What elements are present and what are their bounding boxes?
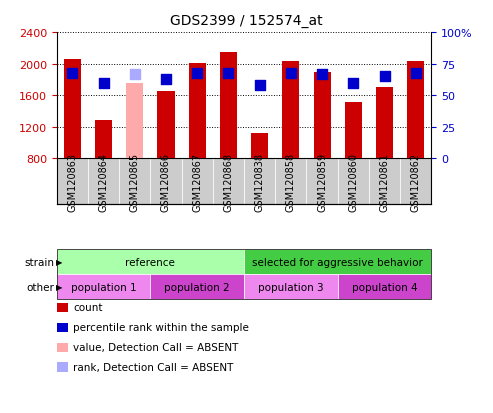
Bar [251, 134, 268, 159]
Text: GSM120866: GSM120866 [161, 152, 171, 211]
Text: GDS2399 / 152574_at: GDS2399 / 152574_at [170, 14, 323, 28]
Point [350, 80, 357, 87]
Bar [181, 159, 213, 204]
Bar [157, 92, 175, 159]
Text: ▶: ▶ [56, 258, 63, 267]
Bar [88, 159, 119, 204]
Bar [126, 84, 143, 159]
Bar [275, 159, 307, 204]
Text: GSM120864: GSM120864 [99, 152, 108, 211]
Bar [95, 121, 112, 159]
Text: GSM120860: GSM120860 [349, 152, 358, 211]
Bar [345, 102, 362, 159]
Point [69, 70, 76, 77]
Point [100, 80, 107, 87]
Point [412, 70, 420, 77]
Text: GSM120861: GSM120861 [380, 152, 389, 211]
Text: selected for aggressive behavior: selected for aggressive behavior [252, 257, 423, 267]
Point [256, 83, 264, 89]
Text: GSM120858: GSM120858 [286, 152, 296, 211]
Bar [57, 159, 88, 204]
Bar [189, 64, 206, 159]
Point [162, 76, 170, 83]
Point [193, 70, 201, 77]
Text: population 4: population 4 [352, 282, 418, 292]
Text: strain: strain [24, 257, 54, 267]
Bar [282, 62, 299, 159]
Text: reference: reference [125, 257, 176, 267]
Text: population 3: population 3 [258, 282, 324, 292]
Text: percentile rank within the sample: percentile rank within the sample [73, 323, 249, 332]
Point [318, 71, 326, 78]
Text: rank, Detection Call = ABSENT: rank, Detection Call = ABSENT [73, 362, 234, 372]
Bar [307, 159, 338, 204]
Bar [338, 159, 369, 204]
Text: population 1: population 1 [70, 282, 137, 292]
Bar [220, 53, 237, 159]
Bar [119, 159, 150, 204]
Bar [244, 159, 275, 204]
Text: GSM120868: GSM120868 [223, 152, 233, 211]
Text: GSM120865: GSM120865 [130, 152, 140, 211]
Point [287, 70, 295, 77]
Text: population 2: population 2 [164, 282, 230, 292]
Bar [400, 159, 431, 204]
Point [131, 71, 139, 78]
Text: ▶: ▶ [56, 282, 63, 292]
Point [224, 70, 232, 77]
Point [381, 74, 388, 81]
Text: GSM120862: GSM120862 [411, 152, 421, 211]
Text: count: count [73, 303, 103, 313]
Bar [407, 62, 424, 159]
Bar [314, 73, 331, 159]
Bar [150, 159, 181, 204]
Text: GSM120863: GSM120863 [68, 152, 77, 211]
Text: value, Detection Call = ABSENT: value, Detection Call = ABSENT [73, 342, 239, 352]
Text: GSM120859: GSM120859 [317, 152, 327, 211]
Text: other: other [26, 282, 54, 292]
Bar [64, 60, 81, 159]
Bar [376, 88, 393, 159]
Text: GSM120838: GSM120838 [255, 152, 265, 211]
Bar [213, 159, 244, 204]
Text: GSM120867: GSM120867 [192, 152, 202, 211]
Bar [369, 159, 400, 204]
